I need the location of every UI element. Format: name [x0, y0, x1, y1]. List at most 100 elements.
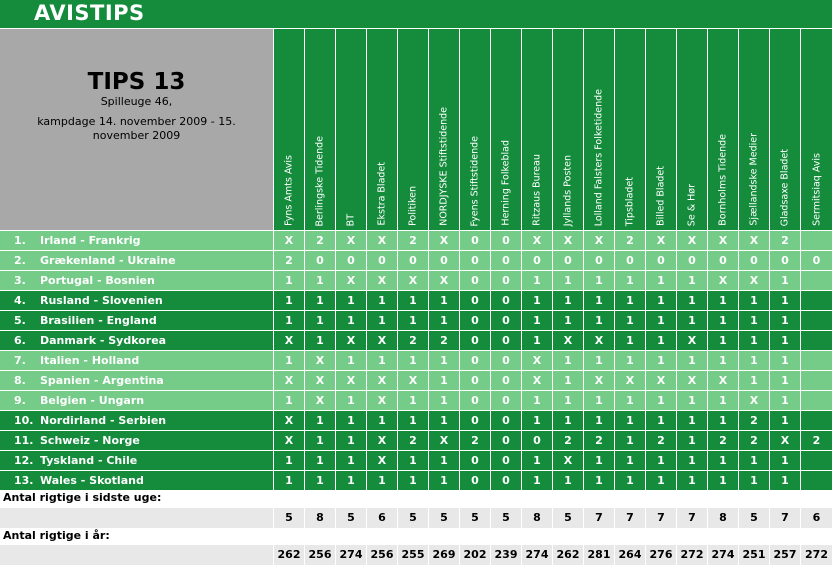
- column-header: BT: [335, 29, 366, 230]
- tip-cell: 1: [614, 351, 645, 370]
- tip-cell: 1: [397, 391, 428, 410]
- tip-cell: X: [366, 451, 397, 470]
- tip-cell: X: [676, 371, 707, 390]
- match-number: 13.: [14, 474, 34, 487]
- year-total-cell: 274: [521, 545, 552, 565]
- column-header: Tipsbladet: [614, 29, 645, 230]
- match-row: 1. Irland - Frankrig X 2 X X 2 X 0 0 X X X 2 X X X X 2: [0, 230, 832, 250]
- tip-cell: [800, 391, 832, 410]
- tip-cell: 1: [521, 271, 552, 290]
- year-total-cell: 239: [490, 545, 521, 565]
- tip-cell: 0: [800, 251, 832, 270]
- tip-cell: [800, 331, 832, 350]
- match-row: 6. Danmark - Sydkorea X 1 X X 2 2 0 0 1 X X 1 1 X 1 1 1: [0, 330, 832, 350]
- last-week-cell: 8: [707, 508, 738, 528]
- tip-cell: X: [738, 231, 769, 250]
- tip-cell: 1: [335, 451, 366, 470]
- match-row: 11. Schweiz - Norge X 1 1 X 2 X 2 0 0 2 2 1 2 1 2 2 X 2: [0, 430, 832, 450]
- paper-name: Se & Hør: [686, 183, 698, 226]
- match-number: 8.: [14, 374, 26, 387]
- tip-cell: 1: [645, 471, 676, 490]
- tip-cell: 1: [676, 291, 707, 310]
- match-label: 9. Belgien - Ungarn: [0, 391, 273, 410]
- tip-cell: 0: [614, 251, 645, 270]
- tip-cell: X: [366, 431, 397, 450]
- tip-cell: [800, 451, 832, 470]
- year-total-cell: 274: [707, 545, 738, 565]
- tip-cell: 1: [428, 451, 459, 470]
- tip-cell: 0: [366, 251, 397, 270]
- tip-cell: 1: [273, 351, 304, 370]
- tip-cell: 1: [769, 451, 800, 470]
- tip-cell: 1: [335, 351, 366, 370]
- tip-cell: 1: [335, 291, 366, 310]
- tip-cell: 1: [583, 451, 614, 470]
- tip-cell: 1: [676, 391, 707, 410]
- tip-cell: 1: [552, 311, 583, 330]
- year-total-cell: 274: [335, 545, 366, 565]
- last-week-cell: 5: [459, 508, 490, 528]
- match-number: 6.: [14, 334, 26, 347]
- paper-name: Ekstra Bladet: [376, 162, 388, 226]
- tip-cell: 1: [335, 431, 366, 450]
- tip-cell: 2: [614, 231, 645, 250]
- tip-cell: 2: [645, 431, 676, 450]
- tip-cell: 0: [490, 371, 521, 390]
- tip-cell: 1: [614, 311, 645, 330]
- tip-cell: 1: [366, 291, 397, 310]
- tip-cell: [800, 471, 832, 490]
- tip-cell: 1: [304, 431, 335, 450]
- tip-cell: 1: [428, 391, 459, 410]
- last-week-cell: 8: [521, 508, 552, 528]
- tip-cell: 1: [738, 351, 769, 370]
- column-header: Herning Folkeblad: [490, 29, 521, 230]
- tip-cell: 1: [428, 371, 459, 390]
- match-row: 4. Rusland - Slovenien 1 1 1 1 1 1 0 0 1 1 1 1 1 1 1 1 1: [0, 290, 832, 310]
- paper-name: Ritzaus Bureau: [531, 154, 543, 226]
- column-header: Gladsaxe Bladet: [769, 29, 800, 230]
- tip-cell: 1: [583, 291, 614, 310]
- paper-name: Gladsaxe Bladet: [779, 148, 791, 226]
- tip-cell: 2: [769, 231, 800, 250]
- match-number: 7.: [14, 354, 26, 367]
- match-row: 10. Nordirland - Serbien X 1 1 1 1 1 0 0 1 1 1 1 1 1 1 2 1: [0, 410, 832, 430]
- tip-cell: 1: [397, 291, 428, 310]
- year-total-cell: 269: [428, 545, 459, 565]
- tip-cell: 1: [645, 331, 676, 350]
- tip-cell: 1: [273, 311, 304, 330]
- paper-name: BT: [345, 213, 357, 226]
- tip-cell: 1: [583, 351, 614, 370]
- tip-cell: 1: [521, 391, 552, 410]
- tip-cell: 1: [614, 391, 645, 410]
- tip-cell: [800, 231, 832, 250]
- tip-cell: 1: [707, 391, 738, 410]
- year-label: Antal rigtige i år:: [3, 529, 110, 542]
- column-header: Fyens Stiftstidende: [459, 29, 490, 230]
- tip-cell: 1: [521, 471, 552, 490]
- year-total-cell: 281: [583, 545, 614, 565]
- tip-cell: 1: [707, 291, 738, 310]
- match-number: 4.: [14, 294, 26, 307]
- column-header: Politiken: [397, 29, 428, 230]
- column-header: Billed Bladet: [645, 29, 676, 230]
- column-header: Fyns Amts Avis: [273, 29, 304, 230]
- tip-cell: 1: [645, 271, 676, 290]
- tip-cell: X: [428, 231, 459, 250]
- last-week-cell: 7: [676, 508, 707, 528]
- tip-cell: 0: [645, 251, 676, 270]
- match-name: Irland - Frankrig: [40, 234, 141, 247]
- tip-cell: X: [552, 331, 583, 350]
- paper-name: Berlingske Tidende: [314, 135, 326, 227]
- tip-cell: [800, 411, 832, 430]
- match-label: 10. Nordirland - Serbien: [0, 411, 273, 430]
- tip-cell: 1: [614, 411, 645, 430]
- tip-cell: 1: [552, 291, 583, 310]
- tip-cell: 1: [614, 471, 645, 490]
- last-week-cell: 7: [614, 508, 645, 528]
- tip-cell: X: [583, 371, 614, 390]
- last-week-cell: 5: [335, 508, 366, 528]
- tip-cell: 1: [521, 331, 552, 350]
- tip-cell: 1: [738, 331, 769, 350]
- match-name: Portugal - Bosnien: [40, 274, 155, 287]
- tip-cell: X: [335, 371, 366, 390]
